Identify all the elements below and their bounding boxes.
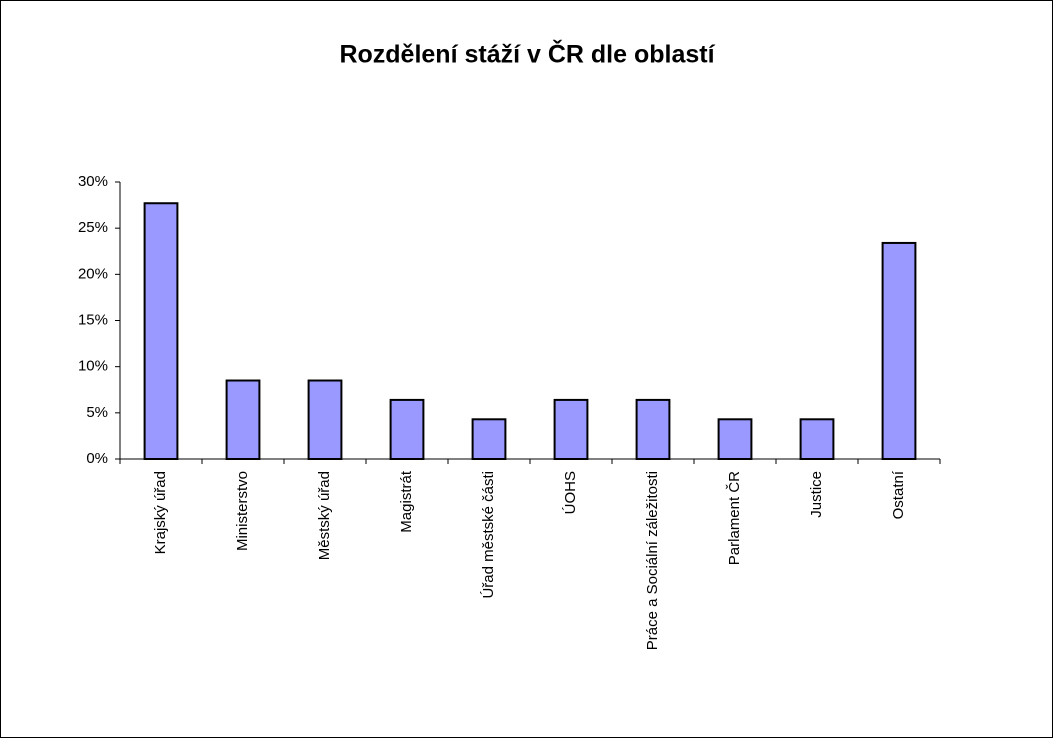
x-tick-label: Magistrát (398, 470, 415, 533)
x-tick-label: Justice (808, 471, 825, 518)
chart-title: Rozdělení stáží v ČR dle oblastí (339, 39, 715, 69)
bar (389, 398, 425, 461)
x-tick-label: Městský úřad (316, 471, 333, 560)
y-tick-label: 5% (86, 404, 108, 421)
bar (799, 418, 835, 460)
y-tick-label: 0% (86, 450, 108, 467)
y-tick-label: 10% (78, 358, 108, 375)
bar (471, 418, 507, 460)
y-tick-label: 15% (78, 311, 108, 328)
bar (881, 241, 917, 460)
bar (307, 379, 343, 460)
y-tick-label: 25% (78, 219, 108, 236)
x-tick-label: Úřad městské části (480, 471, 497, 599)
bar (143, 202, 179, 460)
x-tick-label: ÚOHS (562, 471, 579, 514)
y-tick-label: 30% (78, 173, 108, 190)
x-tick-label: Parlament ČR (726, 471, 743, 565)
y-tick-label: 20% (78, 265, 108, 282)
x-tick-label: Ostatní (890, 470, 907, 519)
bar (553, 398, 589, 461)
x-tick-label: Krajský úřad (152, 471, 169, 554)
bar (635, 398, 671, 461)
x-tick-label: Práce a Sociální záležitosti (644, 471, 661, 650)
bar (225, 379, 261, 460)
bar (717, 418, 753, 460)
x-tick-label: Ministerstvo (234, 471, 251, 551)
